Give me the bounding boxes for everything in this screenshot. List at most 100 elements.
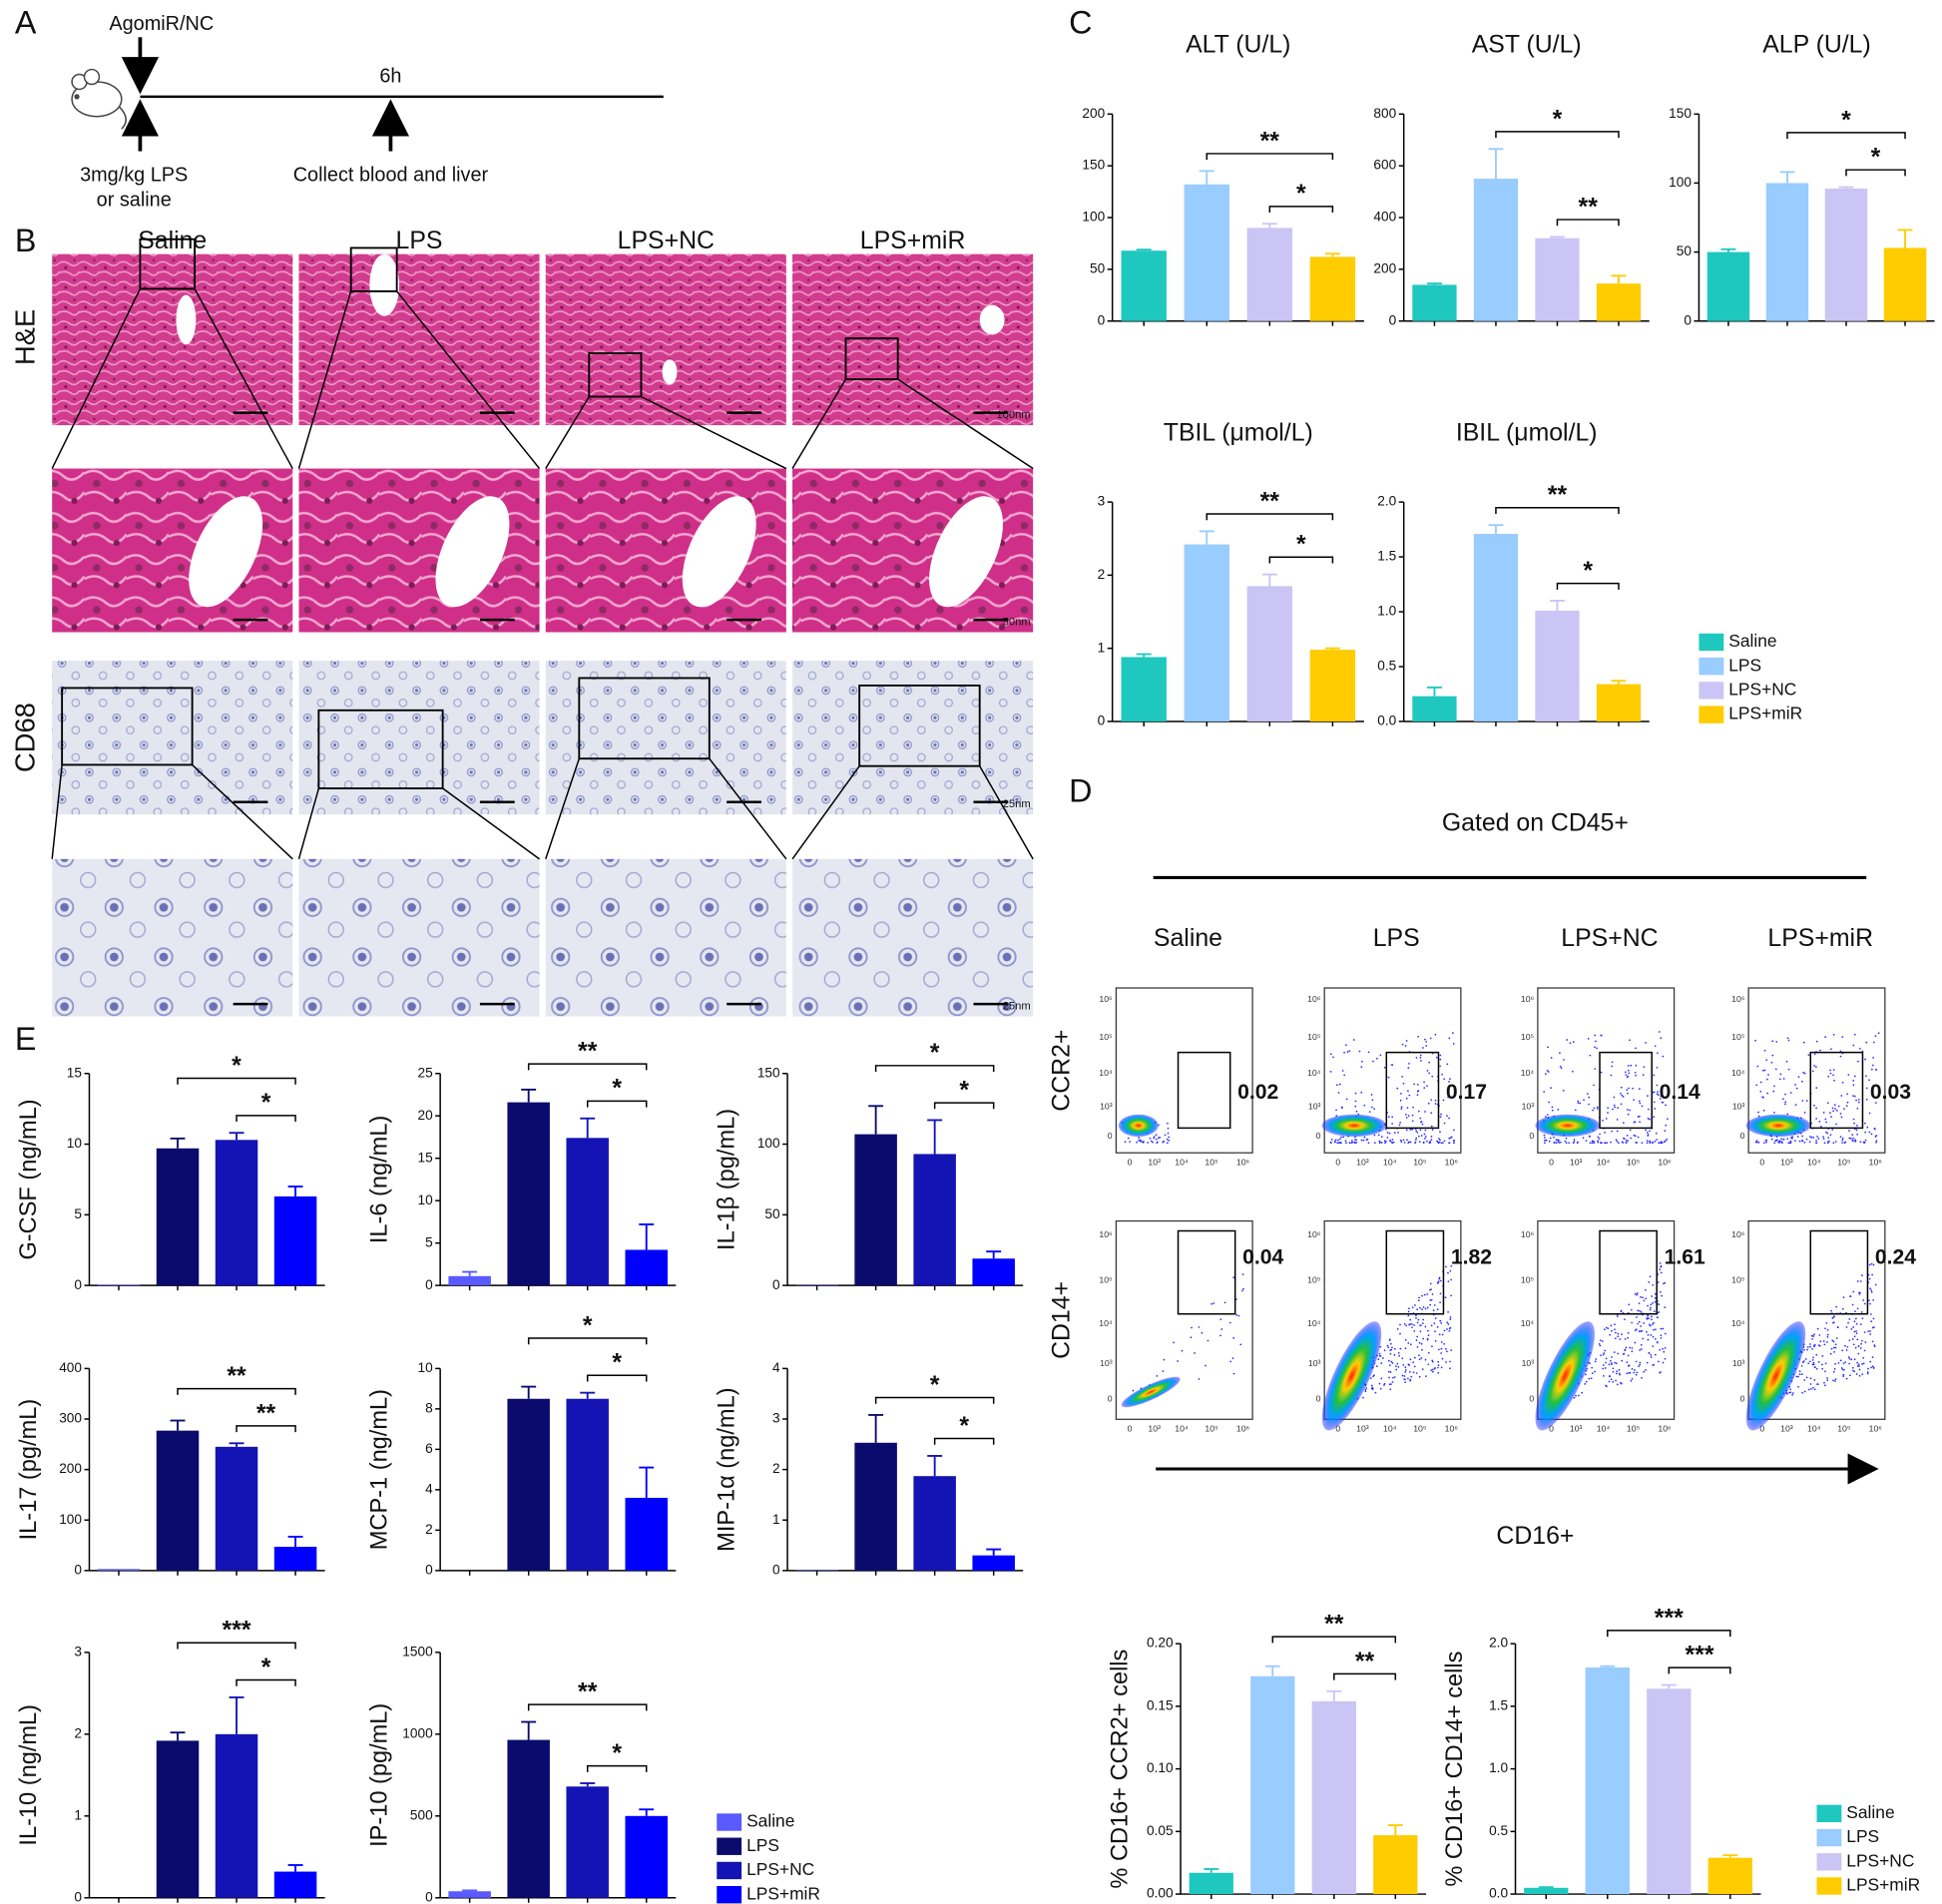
flow-tick: 10⁵ (1521, 1274, 1535, 1284)
event-dot (1549, 1137, 1552, 1140)
event-dot (1834, 1362, 1836, 1365)
event-dot (1152, 1141, 1154, 1144)
micrograph (792, 253, 1034, 426)
event-dot (1373, 1142, 1376, 1144)
significance-label: ** (578, 1679, 598, 1706)
event-dot (1820, 1125, 1822, 1128)
event-dot (1439, 1319, 1442, 1322)
event-dot (1396, 1362, 1399, 1365)
event-dot (1419, 1129, 1422, 1132)
event-dot (1829, 1112, 1831, 1114)
event-dot (1841, 1139, 1844, 1142)
event-dot (1419, 1306, 1421, 1309)
event-dot (1801, 1135, 1803, 1138)
error-bar (868, 1414, 884, 1443)
event-dot (1617, 1107, 1620, 1109)
event-dot (1591, 1372, 1594, 1375)
bar (448, 1275, 491, 1286)
micrograph (52, 253, 293, 426)
event-dot (1437, 1372, 1440, 1374)
legend-swatch (1816, 1804, 1842, 1823)
event-dot (1852, 1326, 1854, 1328)
event-dot (1656, 1052, 1659, 1055)
event-dot (1589, 1142, 1592, 1145)
event-dot (1803, 1111, 1806, 1114)
event-dot (1852, 1137, 1854, 1140)
event-dot (1605, 1361, 1607, 1364)
event-dot (1634, 1369, 1636, 1371)
event-dot (1801, 1140, 1803, 1143)
event-dot (1651, 1141, 1654, 1144)
event-dot (1440, 1142, 1443, 1145)
error-bar (1387, 1824, 1403, 1836)
event-dot (1367, 1142, 1370, 1145)
event-dot (1607, 1112, 1609, 1114)
event-dot (1573, 1139, 1576, 1141)
event-dot (1853, 1075, 1856, 1078)
event-dot (1832, 1316, 1835, 1318)
event-dot (1614, 1323, 1616, 1326)
error-bar (1261, 223, 1277, 229)
y-tick-label: 2.0 (1377, 494, 1396, 509)
event-dot (1653, 1101, 1656, 1104)
flow-tick: 10⁴ (1307, 1318, 1321, 1328)
event-dot (1420, 1357, 1423, 1359)
event-dot (1619, 1373, 1621, 1376)
event-dot (1847, 1074, 1850, 1076)
event-dot (1626, 1361, 1629, 1363)
event-dot (1647, 1134, 1650, 1136)
significance-label: * (612, 1076, 622, 1103)
y-tick-label: 0 (74, 1889, 82, 1904)
event-dot (1848, 1339, 1851, 1342)
flow-tick: 10⁵ (1413, 1157, 1427, 1167)
event-dot (1655, 1132, 1658, 1135)
event-dot (1620, 1086, 1623, 1089)
flow-tick: 10⁶ (1445, 1157, 1459, 1167)
error-bar (1261, 573, 1277, 587)
legend-swatch (1816, 1828, 1842, 1847)
event-dot (1660, 1334, 1663, 1337)
event-dot (1650, 1306, 1652, 1309)
event-dot (1615, 1379, 1617, 1382)
event-dot (1360, 1091, 1363, 1094)
error-bar (1426, 686, 1442, 697)
event-dot (1755, 1140, 1758, 1142)
event-dot (1826, 1102, 1829, 1105)
event-dot (1440, 1347, 1443, 1350)
event-dot (1194, 1352, 1196, 1354)
timeline-label: 6h (379, 65, 401, 87)
error-bar (1324, 647, 1340, 651)
y-tick-label: 15 (67, 1065, 83, 1080)
event-dot (1409, 1323, 1412, 1325)
event-dot (1856, 1338, 1859, 1341)
event-dot (1362, 1139, 1365, 1142)
bar (448, 1891, 491, 1898)
event-dot (1441, 1357, 1444, 1360)
event-dot (1401, 1357, 1404, 1360)
event-dot (1425, 1375, 1427, 1377)
event-dot (1770, 1138, 1773, 1141)
event-dot (1405, 1114, 1407, 1116)
event-dot (1616, 1140, 1619, 1143)
event-dot (1426, 1306, 1429, 1309)
event-dot (1412, 1361, 1415, 1364)
event-dot (1608, 1375, 1611, 1377)
timeline-label: or saline (97, 189, 172, 211)
event-dot (1430, 1324, 1433, 1327)
event-dot (1449, 1367, 1451, 1370)
significance-bracket (527, 1703, 648, 1711)
event-dot (1422, 1305, 1425, 1308)
y-tick-label: 10 (417, 1360, 433, 1375)
event-dot (1600, 1071, 1603, 1074)
event-dot (1418, 1141, 1421, 1144)
plot-frame (1115, 1219, 1253, 1420)
event-dot (1846, 1093, 1849, 1096)
event-dot (1433, 1367, 1436, 1370)
event-dot (1872, 1041, 1875, 1044)
event-dot (1370, 1094, 1373, 1096)
column-header: LPS (1373, 925, 1420, 952)
micrograph (792, 661, 1034, 815)
event-dot (1441, 1333, 1444, 1336)
bar (215, 1733, 258, 1898)
event-dot (1388, 1359, 1390, 1362)
